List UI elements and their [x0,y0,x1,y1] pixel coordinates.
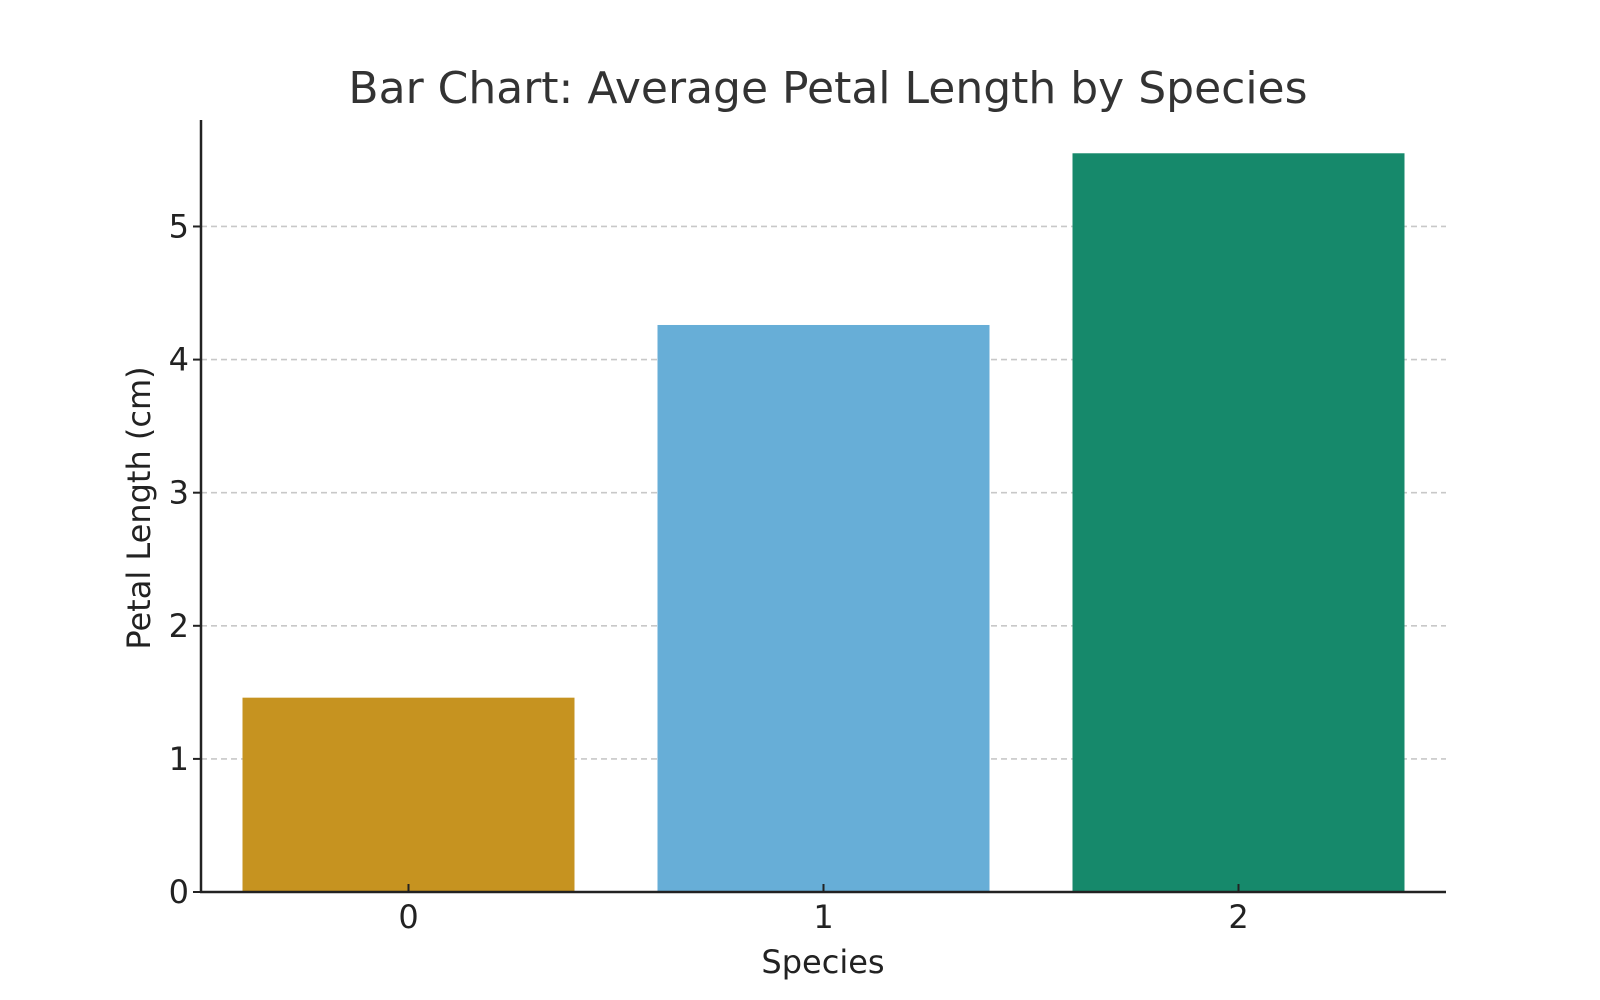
y-tick-label-0: 0 [169,873,189,911]
x-tick-label-2: 2 [1228,898,1248,936]
chart-title: Bar Chart: Average Petal Length by Speci… [348,63,1307,114]
ticks: 0 1 2 3 4 5 0 1 2 [169,207,1249,936]
x-axis-label: Species [761,943,884,981]
y-tick-label-5: 5 [169,207,189,245]
y-tick-label-4: 4 [169,341,189,379]
y-tick-label-3: 3 [169,474,189,512]
bar-2 [1072,153,1405,892]
x-tick-label-0: 0 [398,898,418,936]
bar-1 [657,324,990,892]
bars [242,153,1405,892]
y-tick-label-2: 2 [169,607,189,645]
y-axis-label: Petal Length (cm) [120,366,158,649]
y-tick-label-1: 1 [169,740,189,778]
x-tick-label-1: 1 [813,898,833,936]
bar-0 [242,697,575,892]
